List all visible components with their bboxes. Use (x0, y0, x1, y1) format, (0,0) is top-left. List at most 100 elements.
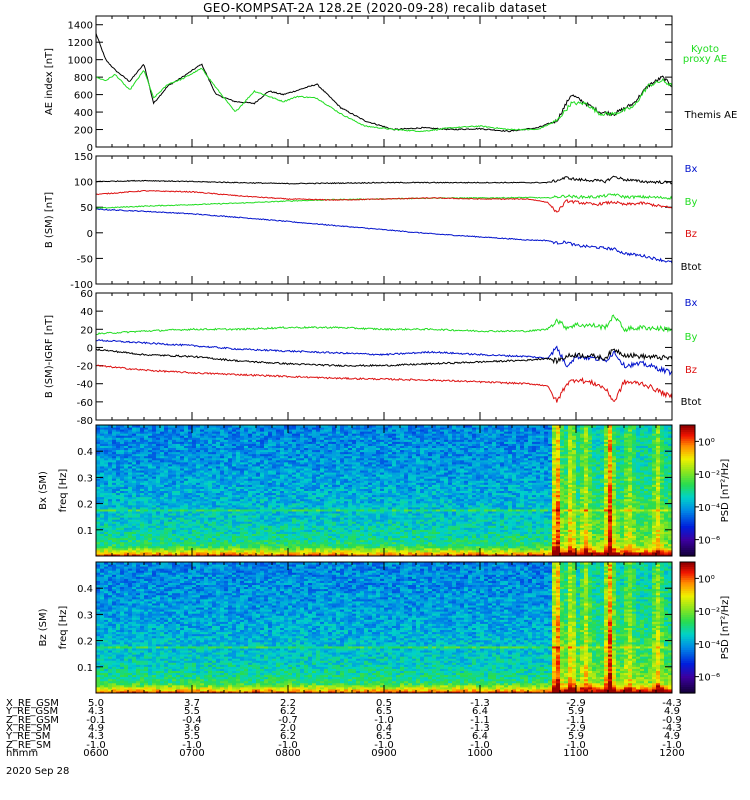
y-tick-label: -80 (77, 416, 93, 427)
series-bz (96, 364, 672, 403)
ephem-row-label: X_RE_GSM (6, 698, 59, 709)
ephem-value: -1.0 (566, 739, 586, 751)
ephem-value: -0.9 (662, 714, 682, 726)
ephem-value: -0.4 (182, 714, 202, 726)
y-tick-label: 50 (80, 203, 93, 214)
colorbar-tick-label: 10⁻⁴ (698, 503, 720, 514)
ephem-value: -2.9 (566, 698, 586, 709)
spectrogram-component-label: Bx (SM) (38, 471, 49, 510)
series-kyoto-proxy-ae (96, 67, 672, 133)
y-tick-label: 600 (74, 91, 93, 102)
ephem-value: 5.0 (88, 698, 104, 709)
ephem-value: 5.9 (568, 706, 584, 718)
ephem-value: 0900 (371, 747, 397, 759)
spectrogram-component-label: Bz (SM) (38, 608, 49, 646)
y-tick-label: -60 (77, 398, 93, 409)
y-tick-label: -40 (77, 380, 93, 391)
ephem-value: 4.9 (88, 722, 104, 734)
colorbar-tick-label: 10⁰ (698, 574, 715, 585)
y-tick-label: 200 (74, 126, 93, 137)
ephem-value: 2.2 (280, 698, 296, 709)
ephem-value: -1.3 (470, 722, 490, 734)
y-tick-label: 1200 (68, 38, 93, 49)
colorbar (680, 562, 695, 694)
spectrogram-1 (96, 425, 673, 557)
colorbar-tick-label: 10⁻⁴ (698, 640, 720, 651)
y-tick-label: 0.3 (77, 473, 93, 484)
series-bx (96, 208, 672, 264)
y-tick-label: -100 (70, 280, 93, 291)
y-tick-label: 0.3 (77, 610, 93, 621)
y-axis-label: B (SM) [nT] (44, 192, 55, 248)
y-tick-label: 1400 (68, 21, 93, 32)
colorbar-tick-label: 10⁻⁶ (698, 536, 720, 547)
ephem-value: 4.9 (664, 731, 680, 743)
colorbar-tick-label: 10⁰ (698, 437, 715, 448)
date-label: 2020 Sep 28 (6, 766, 70, 777)
legend-bx: Bx (685, 298, 698, 309)
legend-btot: Btot (681, 262, 702, 273)
series-btot (96, 175, 672, 185)
legend-kyoto-sub: proxy AE (683, 54, 727, 65)
ephem-value: -1.0 (182, 739, 202, 751)
ephem-value: -2.9 (566, 722, 586, 734)
ephem-value: 4.3 (88, 706, 104, 718)
y-tick-label: -20 (77, 362, 93, 373)
ephem-row-label: X_RE_SM (6, 722, 52, 734)
legend-by: By (685, 332, 698, 343)
ephem-value: 3.7 (184, 698, 200, 709)
ephem-value: 4.9 (664, 706, 680, 718)
y-tick-label: 1000 (68, 56, 93, 67)
ephem-value: 5.5 (184, 731, 200, 743)
colorbar-frame (679, 561, 696, 694)
ephem-row-label: Z_RE_SM (6, 739, 52, 751)
ephem-value: 5.9 (568, 731, 584, 743)
ephem-value: -1.1 (470, 714, 490, 726)
y-tick-label: 400 (74, 108, 93, 119)
colorbar-tick-label: 10⁻² (698, 470, 720, 481)
y-tick-label: 100 (74, 178, 93, 189)
series-by (96, 193, 672, 209)
ephem-value: 1200 (659, 747, 685, 759)
ephem-value: -0.1 (86, 714, 106, 726)
ephem-value: -1.3 (470, 698, 490, 709)
colorbar-label: PSD [nT²/Hz] (720, 596, 731, 660)
y-tick-label: -50 (77, 254, 93, 265)
y-tick-label: 0.4 (77, 447, 93, 458)
series-themis-ae (96, 33, 672, 133)
spectrogram-freq-label: freq [Hz] (58, 606, 69, 650)
y-tick-label: 150 (74, 152, 93, 163)
y-axis-label: AE index [nT] (44, 48, 55, 115)
ephem-value: -1.0 (662, 739, 682, 751)
spectrogram-2 (96, 562, 673, 694)
legend-kyoto: Kyoto (691, 44, 719, 55)
ephem-value: 6.4 (472, 731, 488, 743)
y-tick-label: 60 (80, 289, 93, 300)
ephem-value: 0.5 (376, 698, 392, 709)
y-axis-label: B (SM)-IGRF [nT] (44, 315, 55, 398)
ephem-value: -1.0 (374, 714, 394, 726)
ephem-value: 6.5 (376, 731, 392, 743)
colorbar-tick-label: 10⁻⁶ (698, 673, 720, 684)
legend-by: By (685, 197, 698, 208)
y-tick-label: 0.2 (77, 637, 93, 648)
spectrogram-freq-label: freq [Hz] (58, 469, 69, 513)
ephem-value: -1.0 (278, 739, 298, 751)
y-tick-label: 0.1 (77, 663, 93, 674)
ephem-row-label: Y_RE_SM (6, 731, 51, 743)
ephem-value: 1100 (563, 747, 589, 759)
ephem-value: 6.4 (472, 706, 488, 718)
y-tick-label: 40 (80, 307, 93, 318)
ephem-value: -4.3 (662, 698, 682, 709)
plot-frame (95, 15, 673, 148)
ephem-value: 0700 (179, 747, 205, 759)
ephem-value: -1.1 (566, 714, 586, 726)
ephem-row-label: Z_RE_GSM (6, 714, 59, 726)
ephem-value: 6.5 (376, 706, 392, 718)
series-bz (96, 190, 672, 213)
ephem-value: 0.4 (376, 722, 392, 734)
chart-title: GEO-KOMPSAT-2A 128.2E (2020-09-28) recal… (203, 1, 547, 15)
series-by (96, 314, 672, 336)
y-tick-label: 0.2 (77, 500, 93, 511)
